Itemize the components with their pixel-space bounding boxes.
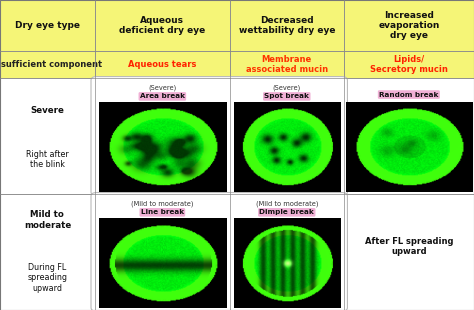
Bar xyxy=(230,0,344,51)
Bar xyxy=(344,0,474,51)
Text: After FL spreading
upward: After FL spreading upward xyxy=(365,237,453,256)
Text: Spot break: Spot break xyxy=(264,93,309,100)
Text: Line break: Line break xyxy=(141,209,184,215)
Text: Area break: Area break xyxy=(140,93,185,100)
Text: Severe: Severe xyxy=(30,106,64,115)
Text: Aqueous
deficient dry eye: Aqueous deficient dry eye xyxy=(119,16,205,35)
Text: Increased
evaporation
dry eye: Increased evaporation dry eye xyxy=(378,11,439,41)
Text: Dimple break: Dimple break xyxy=(259,209,314,215)
Text: Mild to
moderate: Mild to moderate xyxy=(24,210,71,229)
Bar xyxy=(230,78,344,194)
Bar xyxy=(0,194,95,310)
Text: Dry eye type: Dry eye type xyxy=(15,21,80,30)
Bar xyxy=(95,0,230,51)
Text: Random break: Random break xyxy=(379,91,438,98)
Bar xyxy=(344,78,474,194)
Bar xyxy=(344,51,474,78)
Bar xyxy=(230,194,344,310)
Bar xyxy=(344,194,474,310)
Text: Membrane
associated mucin: Membrane associated mucin xyxy=(246,55,328,74)
Bar xyxy=(230,51,344,78)
Bar xyxy=(95,51,230,78)
Text: During FL
spreading
upward: During FL spreading upward xyxy=(27,263,67,293)
Text: (Severe): (Severe) xyxy=(148,85,176,91)
Text: Aqueous tears: Aqueous tears xyxy=(128,60,197,69)
Text: (Mild to moderate): (Mild to moderate) xyxy=(255,201,318,207)
Bar xyxy=(0,78,95,194)
Text: (Severe): (Severe) xyxy=(273,85,301,91)
Text: Insufficient component: Insufficient component xyxy=(0,60,102,69)
Bar xyxy=(0,51,95,78)
Text: Decreased
wettability dry eye: Decreased wettability dry eye xyxy=(238,16,335,35)
Text: Lipids/
Secretory mucin: Lipids/ Secretory mucin xyxy=(370,55,448,74)
Text: (Mild to moderate): (Mild to moderate) xyxy=(131,201,193,207)
Bar xyxy=(0,0,95,51)
Bar xyxy=(95,194,230,310)
FancyBboxPatch shape xyxy=(91,193,347,310)
FancyBboxPatch shape xyxy=(91,77,347,196)
Text: Right after
the blink: Right after the blink xyxy=(26,150,69,169)
Bar xyxy=(95,78,230,194)
